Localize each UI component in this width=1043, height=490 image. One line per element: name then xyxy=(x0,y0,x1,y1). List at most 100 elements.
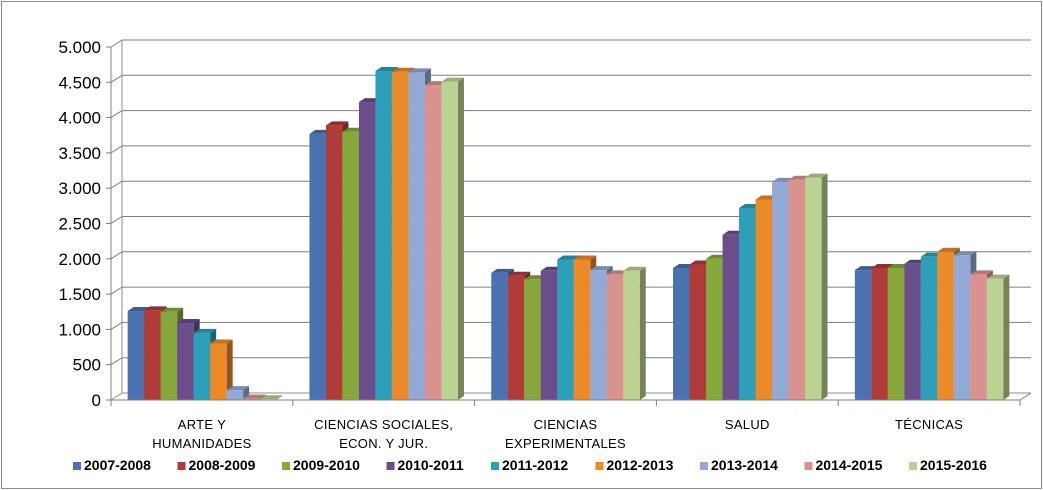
x-axis-depth xyxy=(1019,392,1032,401)
bar-front xyxy=(391,71,409,401)
legend-swatch xyxy=(595,462,604,470)
bar-front xyxy=(375,71,392,400)
bar-top xyxy=(937,247,960,252)
bar-front xyxy=(540,270,558,400)
y-tick-label: 4.000 xyxy=(58,109,101,128)
bar-top xyxy=(507,271,531,276)
bar-top xyxy=(375,67,398,72)
bar-top xyxy=(623,266,646,271)
x-category-label: HUMANIDADES xyxy=(152,436,251,451)
legend-label: 2009-2010 xyxy=(293,457,360,473)
legend-swatch xyxy=(804,462,813,470)
bar-front xyxy=(871,267,888,400)
bar-front xyxy=(970,274,987,400)
bar-top xyxy=(226,386,250,391)
bar-front xyxy=(193,332,211,400)
bars xyxy=(127,67,1010,401)
legend-label: 2014-2015 xyxy=(816,457,883,473)
bar-front xyxy=(309,133,326,400)
legend: 2007-2008 2008-2009 2009-2010 2010-2011 2011… xyxy=(73,457,987,473)
bar-side xyxy=(1003,274,1010,400)
bar-side xyxy=(457,77,464,401)
bar-top xyxy=(243,394,266,399)
legend-label: 2011-2012 xyxy=(502,457,568,473)
bar-side xyxy=(276,395,283,400)
bar-front xyxy=(408,72,425,400)
bar-top xyxy=(160,307,184,312)
legend-swatch xyxy=(909,462,917,470)
bar-top xyxy=(871,263,894,268)
y-tick-label: 3.000 xyxy=(58,179,101,198)
bar-front xyxy=(854,270,872,400)
bar-front xyxy=(755,199,773,400)
bar-front xyxy=(739,207,756,400)
bar xyxy=(805,173,828,400)
gridline xyxy=(110,180,1031,189)
bar-top xyxy=(193,328,217,333)
gridline xyxy=(110,110,1031,119)
legend-swatch xyxy=(282,462,290,470)
legend-swatch xyxy=(177,462,186,470)
bar-top xyxy=(491,268,514,273)
legend-entry: 2008-2009 xyxy=(177,457,256,473)
bar-front xyxy=(986,278,1004,400)
bar-front xyxy=(590,270,607,400)
bar-top xyxy=(177,319,200,324)
bar-front xyxy=(210,343,227,400)
bar-front xyxy=(920,256,938,400)
bar-front xyxy=(243,398,260,400)
bar-front xyxy=(424,85,442,401)
gridline xyxy=(110,74,1031,83)
x-category-label: TÉCNICAS xyxy=(895,417,963,432)
x-category-label: ARTE Y xyxy=(178,417,226,432)
bar-front xyxy=(788,179,806,400)
legend-entry: 2007-2008 xyxy=(73,457,151,473)
bar-top xyxy=(970,270,993,275)
gridline xyxy=(110,216,1031,224)
bar-front xyxy=(573,259,591,400)
bar-front xyxy=(160,311,178,400)
bar xyxy=(986,274,1010,400)
bar-front xyxy=(226,390,244,400)
bar-side xyxy=(639,266,646,400)
bar-front xyxy=(904,263,921,400)
bar-top xyxy=(391,67,415,72)
bar-front xyxy=(673,267,690,400)
bar-top xyxy=(953,251,977,256)
legend-entry: 2009-2010 xyxy=(282,457,360,473)
y-tick-label: 2.500 xyxy=(58,215,101,234)
x-category-label: CIENCIAS xyxy=(534,417,598,432)
bar-front xyxy=(689,264,707,400)
legend-entry: 2011-2012 xyxy=(491,457,568,473)
x-axis: ARTE Y HUMANIDADES CIENCIAS SOCIALES, ECON.… xyxy=(110,392,1032,451)
legend-label: 2008-2009 xyxy=(189,457,256,473)
legend-entry: 2012-2013 xyxy=(595,457,674,473)
bar-top xyxy=(127,307,151,312)
bar-front xyxy=(606,274,624,400)
legend-swatch xyxy=(491,462,499,470)
bar-top xyxy=(557,255,580,260)
bar-front xyxy=(491,272,508,400)
legend-swatch xyxy=(386,462,395,470)
bar-top xyxy=(144,306,167,311)
legend-swatch xyxy=(700,462,708,470)
x-category-label: CIENCIAS SOCIALES, xyxy=(314,417,453,432)
legend-label: 2013-2014 xyxy=(711,457,778,473)
bar-front xyxy=(623,270,640,400)
bar-front xyxy=(805,177,822,400)
legend-label: 2012-2013 xyxy=(607,457,674,473)
bar-front xyxy=(557,259,574,400)
y-tick-label: 500 xyxy=(73,356,101,375)
bar-side xyxy=(226,339,233,400)
bar-front xyxy=(358,102,376,401)
bar-front xyxy=(722,234,740,400)
bar-top xyxy=(805,173,828,178)
bar-top xyxy=(259,395,283,400)
bar-top xyxy=(441,77,464,82)
legend-entry: 2015-2016 xyxy=(909,457,987,473)
bar-front xyxy=(127,311,145,400)
legend-label: 2007-2008 xyxy=(84,457,151,473)
legend-entry: 2010-2011 xyxy=(386,457,464,473)
bar-front xyxy=(953,255,971,400)
